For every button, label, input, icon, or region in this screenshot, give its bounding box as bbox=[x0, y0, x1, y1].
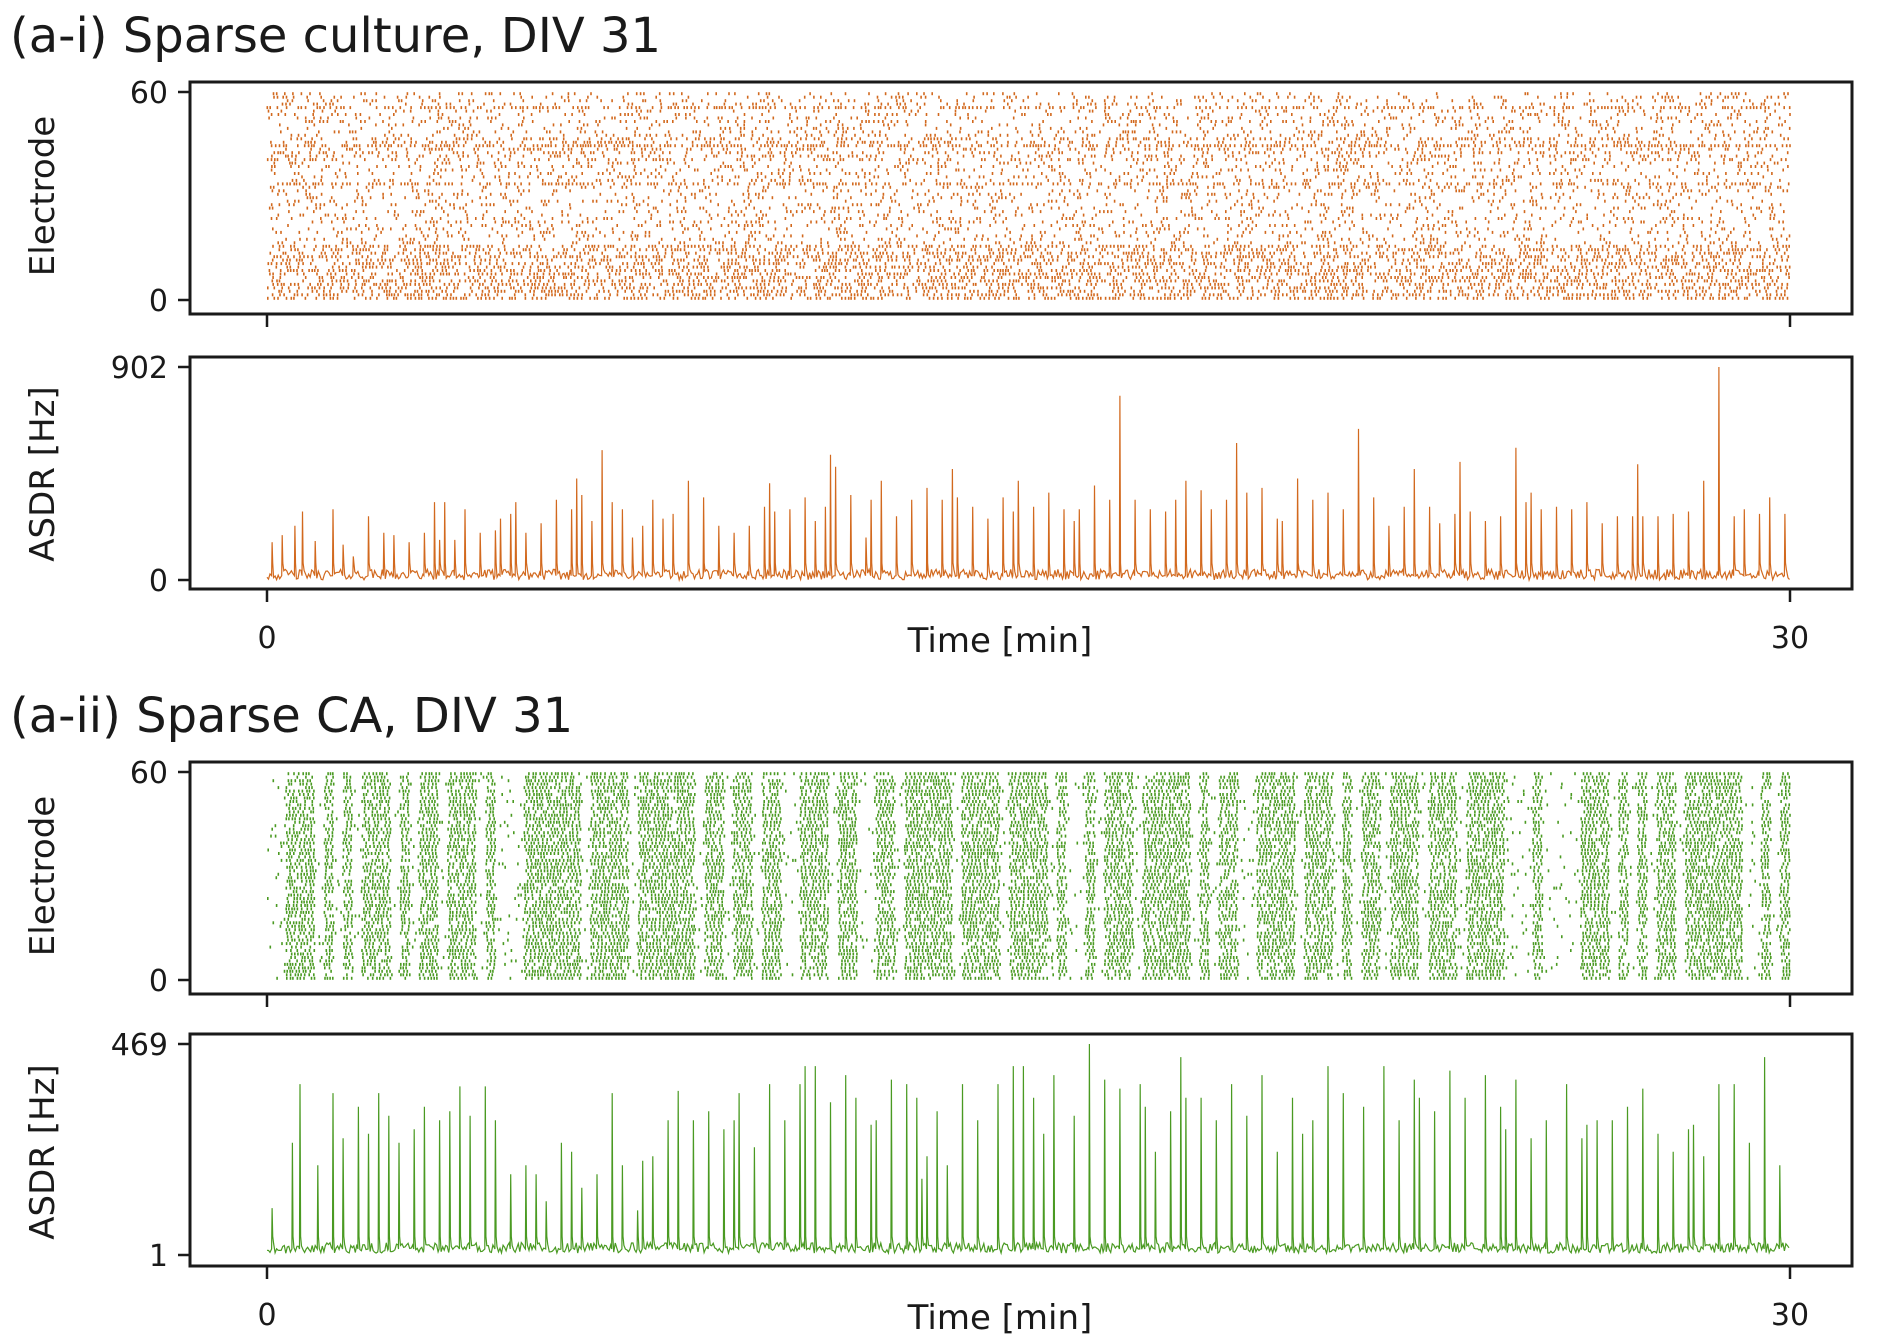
raster-chart-a-i: Electrode 60 0 bbox=[23, 76, 1854, 327]
panel-title-a-i: (a-i) Sparse culture, DIV 31 bbox=[10, 8, 661, 64]
raster-ylabel-a-i: Electrode bbox=[23, 116, 63, 276]
panel-a-i: (a-i) Sparse culture, DIV 31 Electrode 6… bbox=[10, 8, 1854, 661]
raster-marks-a-i bbox=[266, 92, 1791, 300]
